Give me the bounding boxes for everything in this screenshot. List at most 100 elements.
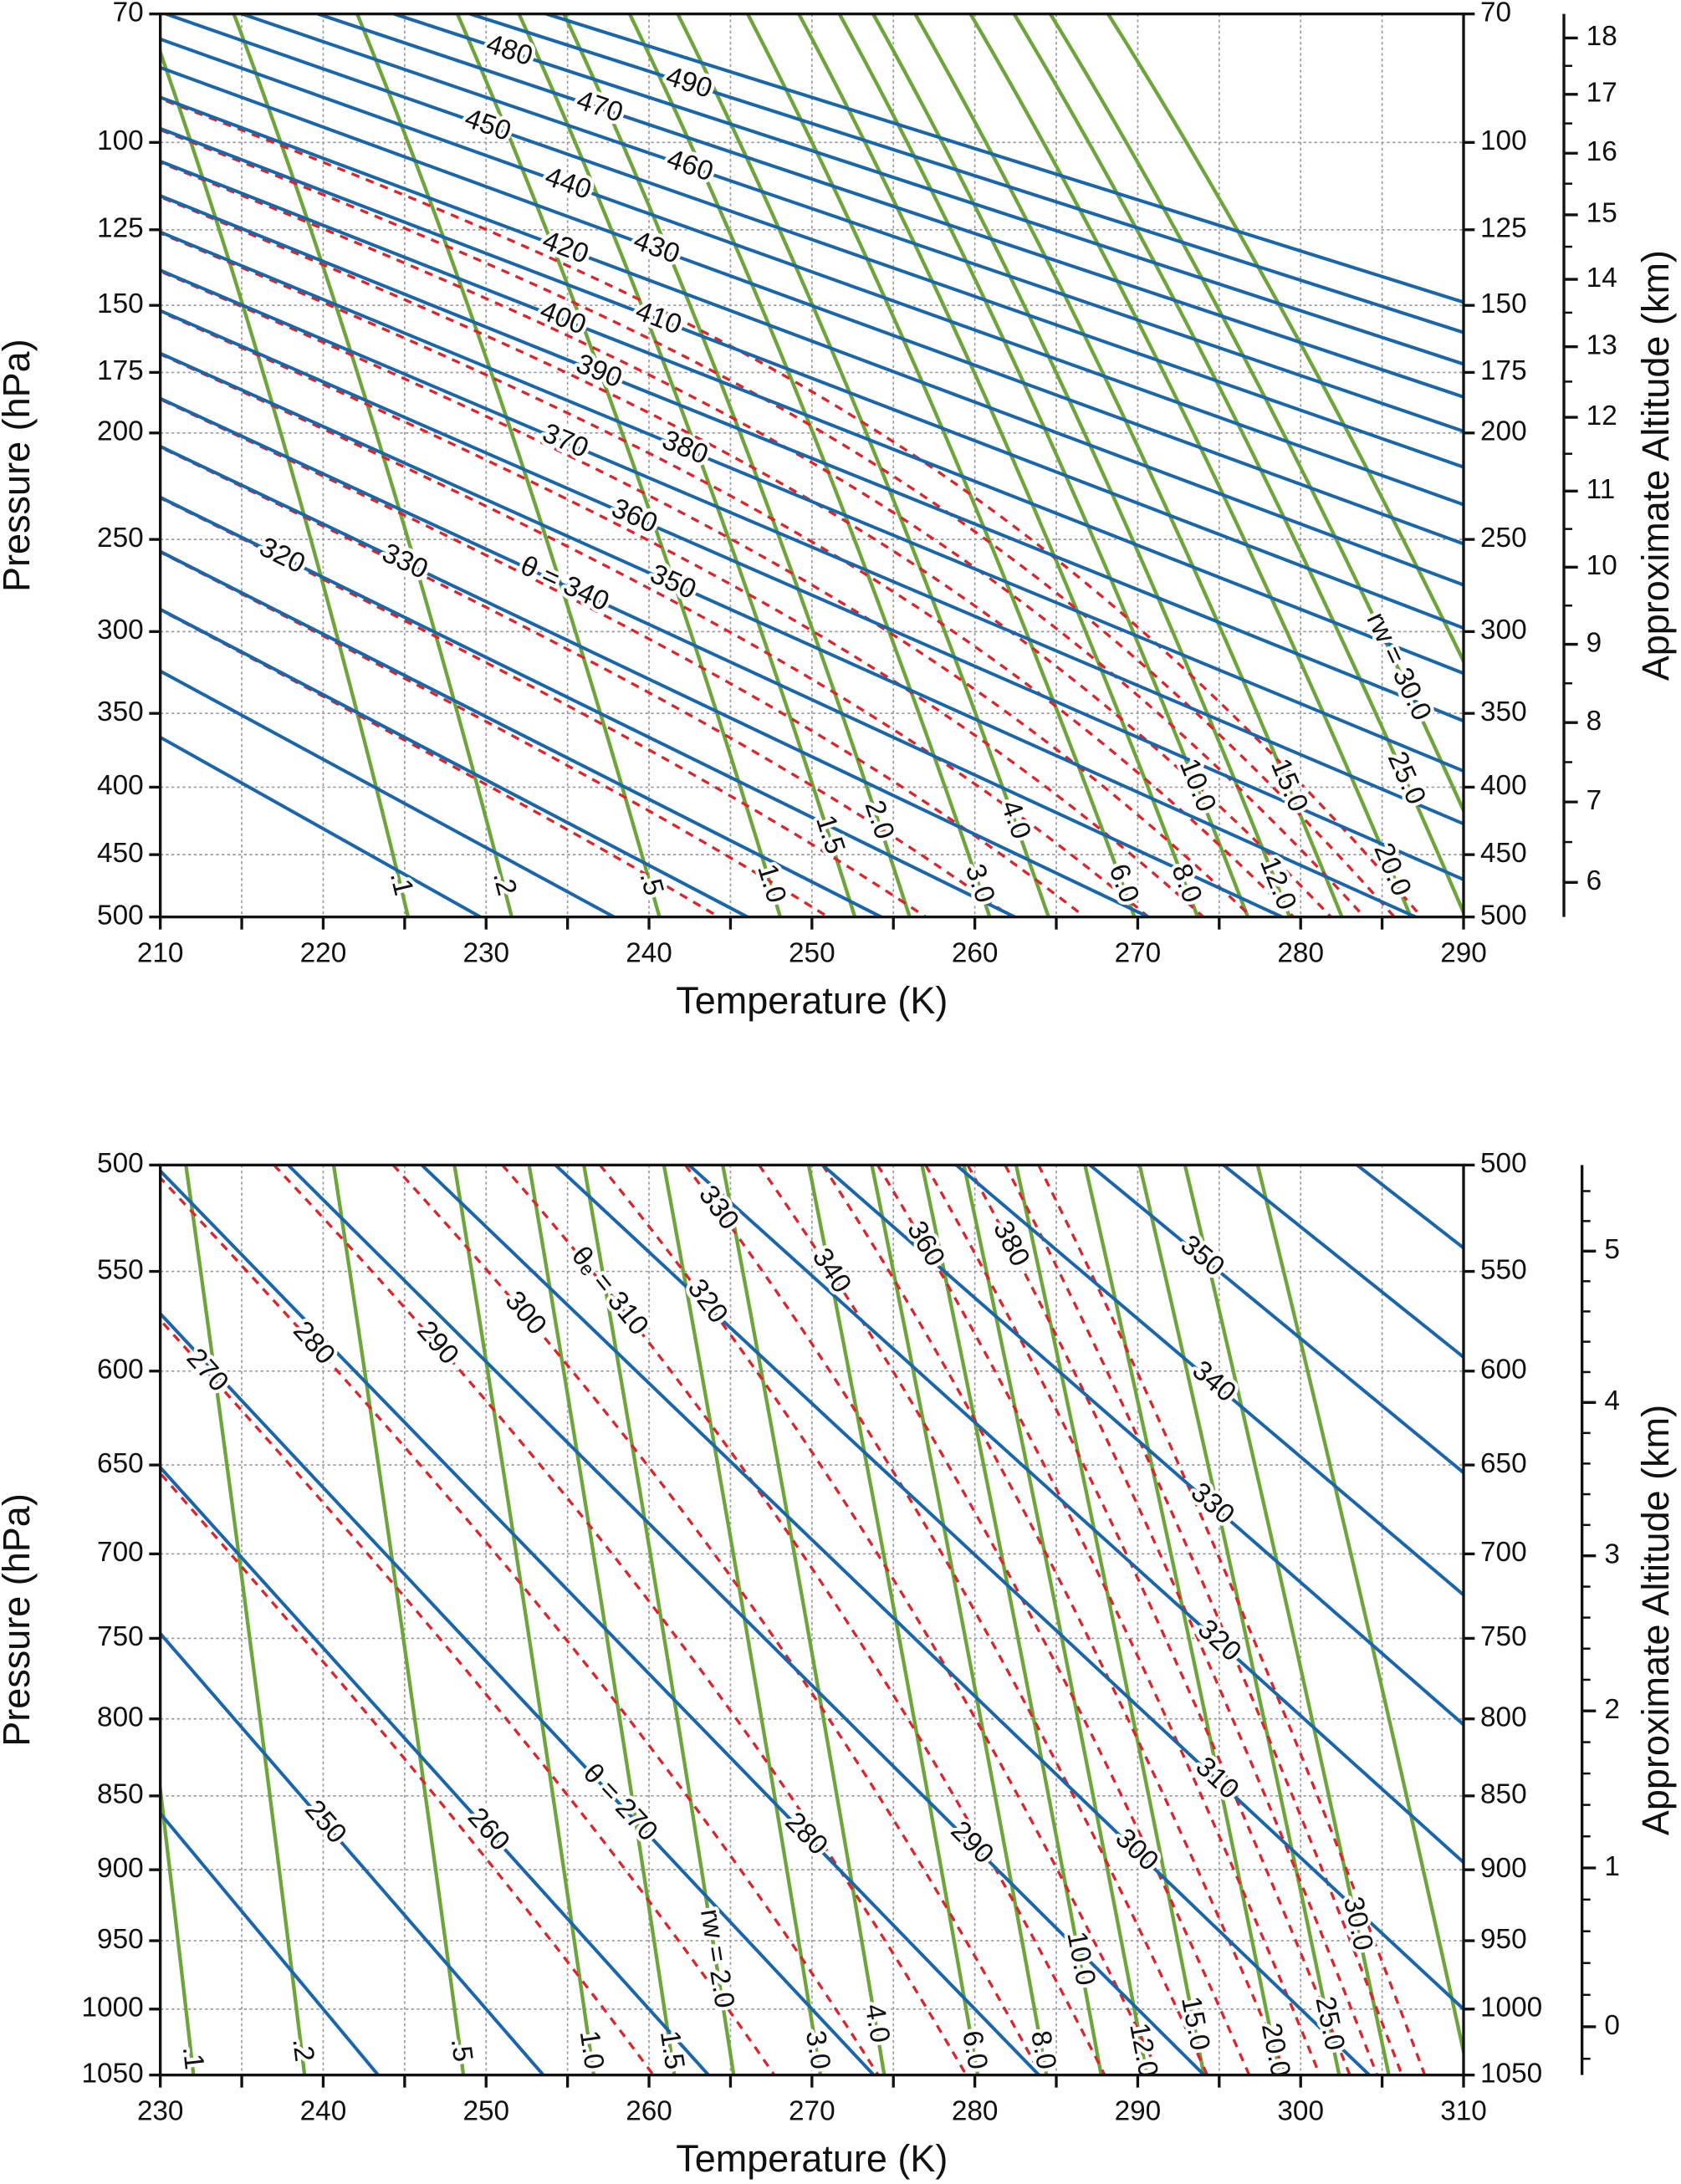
y-tick-label-right: 150 bbox=[1480, 288, 1527, 319]
mixing-ratio-line bbox=[160, 46, 411, 917]
contour-label: 3.0 bbox=[959, 860, 1001, 907]
contour-label: 400 bbox=[536, 295, 590, 341]
isentrope bbox=[165, 13, 1464, 469]
y-tick-label-right: 850 bbox=[1480, 1779, 1527, 1810]
y-tick-label-right: 500 bbox=[1480, 1148, 1527, 1179]
contour-label: 330 bbox=[377, 538, 432, 585]
contour-label: 20.0 bbox=[1255, 2020, 1296, 2079]
y-tick-label: 150 bbox=[97, 288, 144, 319]
x-tick-label: 230 bbox=[137, 2095, 184, 2126]
mixing-ratio-line bbox=[527, 1165, 677, 2075]
x-tick-label: 310 bbox=[1440, 2095, 1487, 2126]
mixing-ratio-line bbox=[1255, 1165, 1464, 2060]
y2-tick-label: 17 bbox=[1586, 78, 1617, 109]
contour-label: 6.0 bbox=[956, 2028, 993, 2072]
y2-tick-label: 11 bbox=[1586, 474, 1616, 505]
x-tick-label: 250 bbox=[462, 2095, 509, 2126]
y-tick-label: 100 bbox=[97, 125, 144, 156]
isentrope bbox=[545, 13, 1464, 304]
y-tick-label: 450 bbox=[97, 838, 144, 869]
mixing-ratio-line bbox=[721, 1165, 886, 2075]
mixing-ratio-line bbox=[517, 13, 857, 917]
y-tick-label-right: 600 bbox=[1480, 1355, 1527, 1385]
moist-adiabat bbox=[160, 195, 1332, 917]
x-tick-label: 220 bbox=[300, 937, 347, 968]
mixing-ratio-line bbox=[1137, 1165, 1341, 2075]
chart-panel: .1.2.5 1.0 1.5rw = 2.03.04.06.0 8.010.012.0… bbox=[0, 1148, 1677, 2180]
x-tick-label: 240 bbox=[300, 2095, 347, 2126]
y2-tick-label: 2 bbox=[1604, 1694, 1620, 1725]
y-tick-label: 175 bbox=[97, 355, 144, 386]
y-tick-label-right: 950 bbox=[1480, 1924, 1527, 1955]
contour-label: 8.0 bbox=[1024, 2028, 1062, 2072]
contour-label: .1 bbox=[176, 2044, 210, 2071]
moist-adiabat bbox=[160, 128, 1396, 917]
y-tick-label: 800 bbox=[97, 1702, 144, 1733]
moist-adiabat bbox=[966, 1165, 1379, 2075]
x-tick-label: 290 bbox=[1115, 2095, 1162, 2126]
y-axis-title: Pressure (hPa) bbox=[0, 1493, 38, 1747]
contour-label: 390 bbox=[572, 348, 626, 394]
moist-adiabat bbox=[160, 550, 830, 917]
mixing-ratio-line bbox=[1048, 13, 1464, 815]
y-tick-label-right: 900 bbox=[1480, 1853, 1527, 1884]
moist-adiabat bbox=[160, 1176, 880, 2075]
y-tick-label-right: 700 bbox=[1480, 1537, 1527, 1568]
moist-adiabat bbox=[876, 1165, 1321, 2075]
mixing-ratio-line bbox=[355, 13, 662, 917]
contour-label: 15.0 bbox=[1175, 1994, 1216, 2054]
isentrope bbox=[160, 1168, 1040, 2075]
moist-adiabat bbox=[273, 1165, 968, 2075]
mixing-ratio-line bbox=[1183, 1165, 1391, 2075]
moist-adiabat bbox=[160, 161, 1366, 917]
mixing-ratio-line bbox=[837, 13, 1250, 917]
y-tick-label-right: 1000 bbox=[1480, 1993, 1542, 2023]
y2-axis-title: Approximate Altitude (km) bbox=[1634, 250, 1677, 681]
y-tick-label-right: 750 bbox=[1480, 1621, 1527, 1652]
isentrope bbox=[160, 735, 482, 917]
y-tick-label: 700 bbox=[97, 1537, 144, 1568]
isentrope bbox=[160, 1810, 380, 2075]
y2-tick-label: 8 bbox=[1586, 706, 1602, 737]
mixing-ratio-line bbox=[562, 13, 912, 917]
moist-adiabat bbox=[684, 1165, 1209, 2075]
y-tick-label: 200 bbox=[97, 416, 144, 447]
contour-label: θ = 270 bbox=[577, 1758, 664, 1847]
contour-label: 470 bbox=[573, 84, 626, 129]
contour-label: 1.5 bbox=[654, 2028, 690, 2071]
x-axis-title: Temperature (K) bbox=[676, 2137, 948, 2180]
mixing-ratio-line bbox=[232, 13, 513, 917]
contour-label: 320 bbox=[682, 1273, 734, 1329]
isentrope bbox=[160, 194, 1464, 723]
isentrope bbox=[955, 1165, 1464, 1598]
x-tick-label: 270 bbox=[1115, 937, 1162, 968]
contour-label: θ = 340 bbox=[516, 550, 614, 618]
contour-label: 10.0 bbox=[1060, 1929, 1101, 1988]
isentrope bbox=[241, 13, 1464, 433]
moist-adiabat bbox=[160, 352, 1150, 917]
mixing-ratio-line bbox=[582, 1165, 736, 2075]
x-tick-label: 250 bbox=[789, 937, 835, 968]
contour-label: 4.0 bbox=[859, 2002, 896, 2045]
mixing-ratio-line bbox=[1012, 13, 1464, 917]
x-tick-label: 290 bbox=[1440, 937, 1487, 968]
y-tick-label-right: 450 bbox=[1480, 838, 1527, 869]
mixing-ratio-line bbox=[662, 1165, 823, 2075]
contour-label: 1.0 bbox=[574, 2028, 610, 2071]
x-tick-label: 240 bbox=[626, 937, 672, 968]
y-tick-label: 600 bbox=[97, 1355, 144, 1385]
contour-label: 380 bbox=[658, 425, 713, 471]
y-tick-label-right: 550 bbox=[1480, 1254, 1527, 1285]
y-tick-label: 70 bbox=[113, 0, 144, 28]
y2-tick-label: 9 bbox=[1586, 627, 1602, 658]
isentrope bbox=[160, 1311, 876, 2075]
y-tick-label-right: 350 bbox=[1480, 697, 1527, 727]
x-tick-label: 210 bbox=[137, 937, 184, 968]
moist-adiabat bbox=[160, 1318, 776, 2075]
isentrope bbox=[160, 495, 1016, 917]
isentrope bbox=[469, 13, 1464, 334]
mixing-ratio-line bbox=[1014, 1165, 1206, 2075]
isentrope bbox=[554, 1165, 1464, 2012]
y-tick-label-right: 1050 bbox=[1480, 2058, 1542, 2089]
isentrope bbox=[160, 549, 882, 917]
